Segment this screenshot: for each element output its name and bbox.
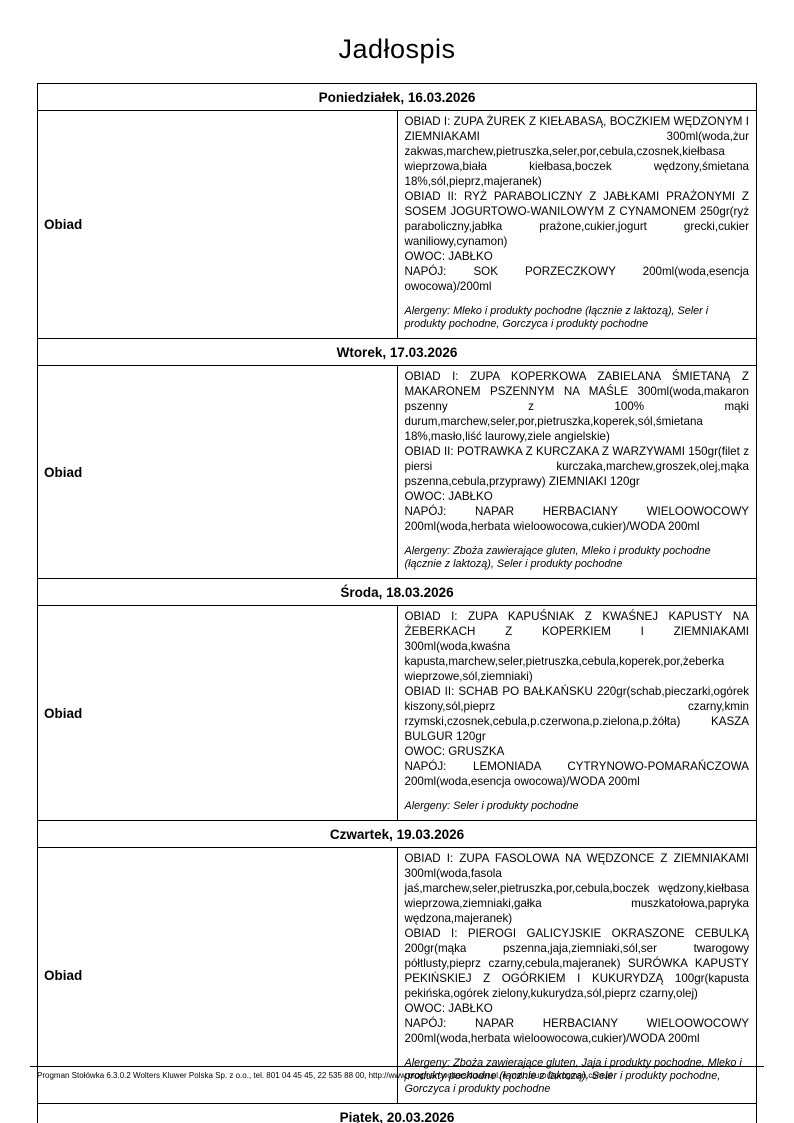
table-row: Wtorek, 17.03.2026	[37, 338, 757, 366]
menu-item: OBIAD II: POTRAWKA Z KURCZAKA Z WARZYWAM…	[404, 445, 750, 488]
allergens-note: Alergeny: Mleko i produkty pochodne (łąc…	[404, 305, 709, 330]
menu-item: NAPÓJ: SOK PORZECZKOWY 200ml(woda,esencj…	[404, 265, 750, 293]
day-content-tuesday: OBIAD I: ZUPA KOPERKOWA ZABIELANA ŚMIETA…	[396, 365, 757, 579]
menu-item: OBIAD I: ZUPA KAPUŚNIAK Z KWAŚNEJ KAPUST…	[404, 610, 750, 683]
allergens-note: Alergeny: Zboża zawierające gluten, Mlek…	[404, 545, 711, 570]
menu-item: OWOC: JABŁKO	[404, 250, 493, 263]
day-header-tuesday: Wtorek, 17.03.2026	[37, 338, 757, 366]
table-row: Piątek, 20.03.2026	[37, 1103, 757, 1123]
menu-item: OBIAD I: ZUPA ŻUREK Z KIEŁABASĄ, BOCZKIE…	[404, 115, 750, 188]
meal-label: Obiad	[37, 847, 398, 1104]
menu-item: OBIAD II: SCHAB PO BAŁKAŃSKU 220gr(schab…	[404, 685, 750, 743]
day-content-monday: OBIAD I: ZUPA ŻUREK Z KIEŁABASĄ, BOCZKIE…	[396, 110, 757, 339]
page-title: Jadłospis	[338, 34, 456, 64]
table-row: Obiad OBIAD I: ZUPA KAPUŚNIAK Z KWAŚNEJ …	[37, 605, 757, 821]
day-header-friday: Piątek, 20.03.2026	[37, 1103, 757, 1123]
table-row: Obiad OBIAD I: ZUPA ŻUREK Z KIEŁABASĄ, B…	[37, 110, 757, 339]
meal-label: Obiad	[37, 365, 398, 579]
day-content-thursday: OBIAD I: ZUPA FASOLOWA NA WĘDZONCE Z ZIE…	[396, 847, 757, 1104]
menu-table: Poniedziałek, 16.03.2026 Obiad OBIAD I: …	[37, 83, 757, 1123]
app-footer: Progman Stołówka 6.3.0.2 Wolters Kluwer …	[30, 1066, 764, 1081]
day-header-wednesday: Środa, 18.03.2026	[37, 578, 757, 606]
menu-item: OBIAD I: ZUPA KOPERKOWA ZABIELANA ŚMIETA…	[404, 370, 750, 443]
menu-item: OWOC: JABŁKO	[404, 1002, 493, 1015]
table-row: Obiad OBIAD I: ZUPA KOPERKOWA ZABIELANA …	[37, 365, 757, 579]
menu-item: OWOC: JABŁKO	[404, 490, 493, 503]
table-row: Czwartek, 19.03.2026	[37, 820, 757, 848]
menu-item: NAPÓJ: LEMONIADA CYTRYNOWO-POMARAŃCZOWA …	[404, 760, 750, 788]
menu-item: NAPÓJ: NAPAR HERBACIANY WIELOOWOCOWY 200…	[404, 1017, 750, 1045]
menu-item: OBIAD I: PIEROGI GALICYJSKIE OKRASZONE C…	[404, 927, 750, 1000]
table-row: Obiad OBIAD I: ZUPA FASOLOWA NA WĘDZONCE…	[37, 847, 757, 1104]
allergens-note: Alergeny: Seler i produkty pochodne	[404, 800, 579, 812]
day-header-thursday: Czwartek, 19.03.2026	[37, 820, 757, 848]
menu-item: NAPÓJ: NAPAR HERBACIANY WIELOOWOCOWY 200…	[404, 505, 750, 533]
table-row: Środa, 18.03.2026	[37, 578, 757, 606]
menu-item: OWOC: GRUSZKA	[404, 745, 505, 758]
menu-item: OBIAD II: RYŻ PARABOLICZNY Z JABŁKAMI PR…	[404, 190, 750, 248]
meal-label: Obiad	[37, 110, 398, 339]
day-content-wednesday: OBIAD I: ZUPA KAPUŚNIAK Z KWAŚNEJ KAPUST…	[396, 605, 757, 821]
meal-label: Obiad	[37, 605, 398, 821]
menu-item: OBIAD I: ZUPA FASOLOWA NA WĘDZONCE Z ZIE…	[404, 852, 750, 925]
day-header-monday: Poniedziałek, 16.03.2026	[37, 83, 757, 111]
table-row: Poniedziałek, 16.03.2026	[37, 83, 757, 111]
